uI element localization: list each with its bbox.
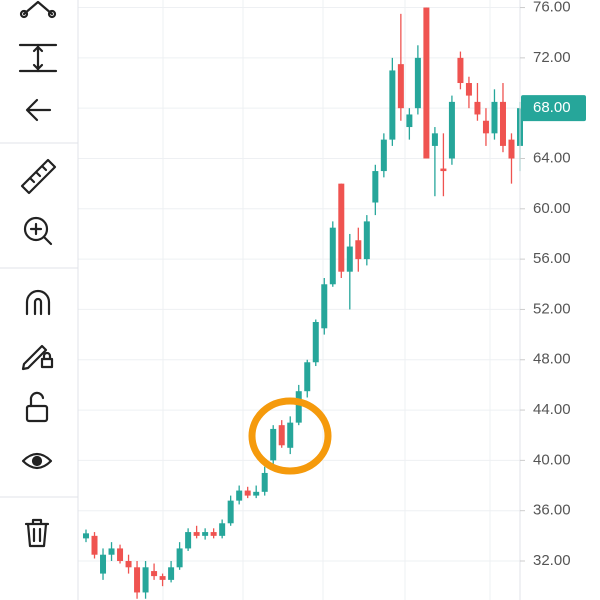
candle-body bbox=[346, 246, 353, 272]
candle-body bbox=[193, 532, 200, 536]
delete-tool[interactable] bbox=[24, 518, 50, 548]
y-tick-label: 76.00 bbox=[533, 0, 571, 16]
y-tick-label: 56.00 bbox=[533, 250, 571, 267]
candle-body bbox=[261, 472, 268, 492]
candle-body bbox=[499, 101, 506, 146]
candle-body bbox=[219, 523, 226, 536]
pattern-tool[interactable] bbox=[19, 0, 57, 19]
candle-body bbox=[185, 532, 192, 549]
zoom-tool[interactable] bbox=[23, 216, 53, 246]
candle-body bbox=[329, 227, 336, 285]
candle-body bbox=[440, 168, 447, 172]
candle-body bbox=[151, 571, 158, 577]
candle-body bbox=[83, 533, 89, 539]
candle-body bbox=[482, 120, 489, 134]
candle-body bbox=[227, 500, 234, 524]
candle-body bbox=[423, 7, 430, 159]
candle-body bbox=[159, 576, 166, 580]
y-tick-label: 48.00 bbox=[533, 351, 571, 368]
annotation-circle bbox=[248, 397, 332, 475]
candle-body bbox=[125, 561, 132, 568]
candle-body bbox=[474, 101, 481, 115]
candle-body bbox=[108, 548, 115, 555]
candle-body bbox=[338, 183, 345, 272]
candle-body bbox=[372, 171, 379, 203]
grid bbox=[78, 7, 520, 562]
y-tick-label: 32.00 bbox=[533, 552, 571, 569]
vertical-grid bbox=[162, 0, 491, 600]
candles bbox=[83, 7, 523, 599]
candle-body bbox=[304, 362, 311, 392]
lock-drawing-tool[interactable] bbox=[21, 344, 54, 371]
candle-body bbox=[491, 101, 498, 134]
candle-body bbox=[448, 101, 455, 159]
candle-body bbox=[389, 70, 396, 140]
unlock-tool[interactable] bbox=[25, 391, 49, 423]
y-tick-label: 40.00 bbox=[533, 451, 571, 468]
candle-body bbox=[176, 548, 183, 568]
candle-body bbox=[91, 535, 98, 555]
y-tick-label: 60.00 bbox=[533, 200, 571, 217]
candle-body bbox=[380, 139, 387, 172]
y-tick-label: 64.00 bbox=[533, 149, 571, 166]
candle-body bbox=[142, 567, 149, 593]
candle-body bbox=[270, 428, 277, 461]
y-tick-label: 72.00 bbox=[533, 49, 571, 66]
last-price-box bbox=[521, 95, 586, 122]
back-button[interactable] bbox=[25, 98, 52, 122]
candle-body bbox=[312, 322, 319, 363]
magnet-tool[interactable] bbox=[25, 289, 51, 316]
candle-body bbox=[287, 422, 294, 448]
candle-body bbox=[406, 114, 413, 128]
candle-body bbox=[397, 64, 404, 109]
candle-body bbox=[202, 532, 209, 536]
candle-body bbox=[117, 548, 124, 562]
candle-body bbox=[253, 491, 260, 496]
candle-body bbox=[414, 57, 421, 109]
candle-body bbox=[465, 83, 472, 96]
y-tick-label: 36.00 bbox=[533, 502, 571, 519]
candle-body bbox=[363, 221, 370, 260]
candle-body bbox=[100, 554, 107, 574]
price-axis: 32.00 36.00 40.00 44.00 48.00 52.00 56.00 60.00… bbox=[520, 0, 586, 569]
candle-body bbox=[457, 57, 464, 84]
candle-body bbox=[321, 284, 328, 329]
candle-body bbox=[278, 425, 285, 446]
candle-body bbox=[236, 490, 243, 501]
y-tick-label: 44.00 bbox=[533, 401, 571, 418]
ruler-tool[interactable] bbox=[20, 158, 57, 195]
candle-body bbox=[134, 567, 141, 593]
candle-body bbox=[508, 139, 515, 159]
candle-body bbox=[168, 567, 175, 580]
candle-body bbox=[431, 133, 438, 146]
candle-body bbox=[210, 532, 217, 536]
candle-body bbox=[295, 391, 302, 423]
y-tick-label: 52.00 bbox=[533, 300, 571, 317]
visibility-tool[interactable] bbox=[21, 452, 53, 470]
last-price-label: 68.00 bbox=[533, 99, 571, 116]
candle-body bbox=[244, 490, 251, 496]
measure-tool[interactable] bbox=[18, 43, 58, 73]
candle-body bbox=[355, 240, 362, 260]
